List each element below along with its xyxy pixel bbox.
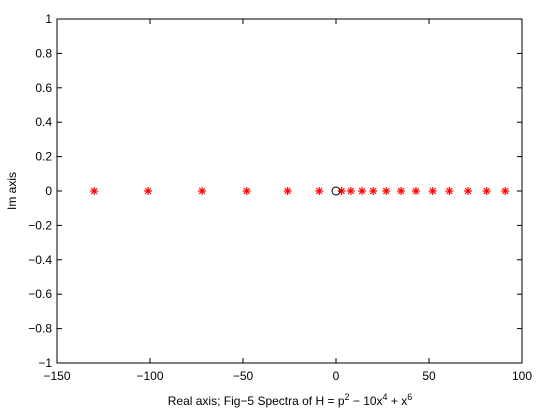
star-stroke <box>446 187 453 195</box>
y-tick-label: −1 <box>38 356 52 370</box>
x-axis-label-exp-6: 6 <box>407 392 412 402</box>
x-tick-label: −150 <box>43 369 70 383</box>
eigenvalue-star-point <box>358 187 367 195</box>
eigenvalue-star-point <box>369 187 378 195</box>
star-stroke <box>382 187 390 195</box>
y-axis-label: Im axis <box>5 172 19 210</box>
star-stroke <box>315 187 323 195</box>
star-stroke <box>144 187 152 195</box>
y-tick-label: −0.8 <box>28 322 52 336</box>
eigenvalue-star-point <box>346 187 355 195</box>
star-stroke <box>369 187 377 195</box>
data-marks <box>90 186 510 196</box>
star-stroke <box>358 187 366 195</box>
star-stroke <box>284 187 291 195</box>
x-axis-label-main: Real axis; Fig−5 Spectra of H = p <box>168 394 345 408</box>
x-axis-label: Real axis; Fig−5 Spectra of H = p2 − 10x… <box>168 392 413 408</box>
y-tick-label: −0.2 <box>28 218 52 232</box>
y-tick-label: −0.6 <box>28 287 52 301</box>
plot-frame <box>56 18 523 364</box>
x-axis-label-exp-4: 4 <box>383 392 388 402</box>
eigenvalue-star-point <box>501 187 510 195</box>
eigenvalue-star-point <box>428 187 437 195</box>
star-stroke <box>347 187 355 195</box>
eigenvalue-star-point <box>382 187 391 195</box>
origin-circle-point <box>331 186 341 196</box>
eigenvalue-star-point <box>283 187 292 195</box>
star-stroke <box>483 187 490 195</box>
x-axis-label-plus: + x <box>388 394 408 408</box>
star-stroke <box>243 187 251 195</box>
star-stroke <box>198 187 206 195</box>
y-tick-label: 0.2 <box>35 150 52 164</box>
eigenvalue-star-point <box>315 187 324 195</box>
x-tick-label: 50 <box>422 369 436 383</box>
eigenvalue-star-point <box>337 187 346 195</box>
eigenvalue-star-point <box>482 187 491 195</box>
y-tick-label: 1 <box>45 12 52 26</box>
y-tick-label: 0.4 <box>35 115 52 129</box>
eigenvalue-star-point <box>411 187 420 195</box>
star-stroke <box>429 187 437 195</box>
x-tick-label: 100 <box>512 369 532 383</box>
eigenvalue-star-point <box>464 187 473 195</box>
x-axis-label-exp-p: 2 <box>345 392 350 402</box>
eigenvalue-star-point <box>90 187 99 195</box>
star-stroke <box>501 187 509 195</box>
eigenvalue-star-point <box>198 187 207 195</box>
star-stroke <box>90 187 98 195</box>
y-tick-label: 0.6 <box>35 81 52 95</box>
star-stroke <box>412 187 420 195</box>
x-tick-label: −100 <box>136 369 163 383</box>
eigenvalue-star-point <box>242 187 251 195</box>
eigenvalue-star-point <box>397 187 406 195</box>
x-axis-label-mid: − 10x <box>350 394 383 408</box>
star-stroke <box>464 187 472 195</box>
eigenvalue-star-point <box>445 187 454 195</box>
star-stroke <box>397 187 405 195</box>
x-tick-label: −50 <box>233 369 254 383</box>
y-tick-label: 0 <box>45 184 52 198</box>
y-tick-label: −0.4 <box>28 253 52 267</box>
x-tick-label: 0 <box>333 369 340 383</box>
axis-tick-labels: −150 −100 −50 0 50 100 −1 −0.8 −0.6 −0.4 −0.2 0 0.2 0… <box>28 12 532 383</box>
y-tick-label: 0.8 <box>35 46 52 60</box>
eigenvalue-star-point <box>144 187 153 195</box>
